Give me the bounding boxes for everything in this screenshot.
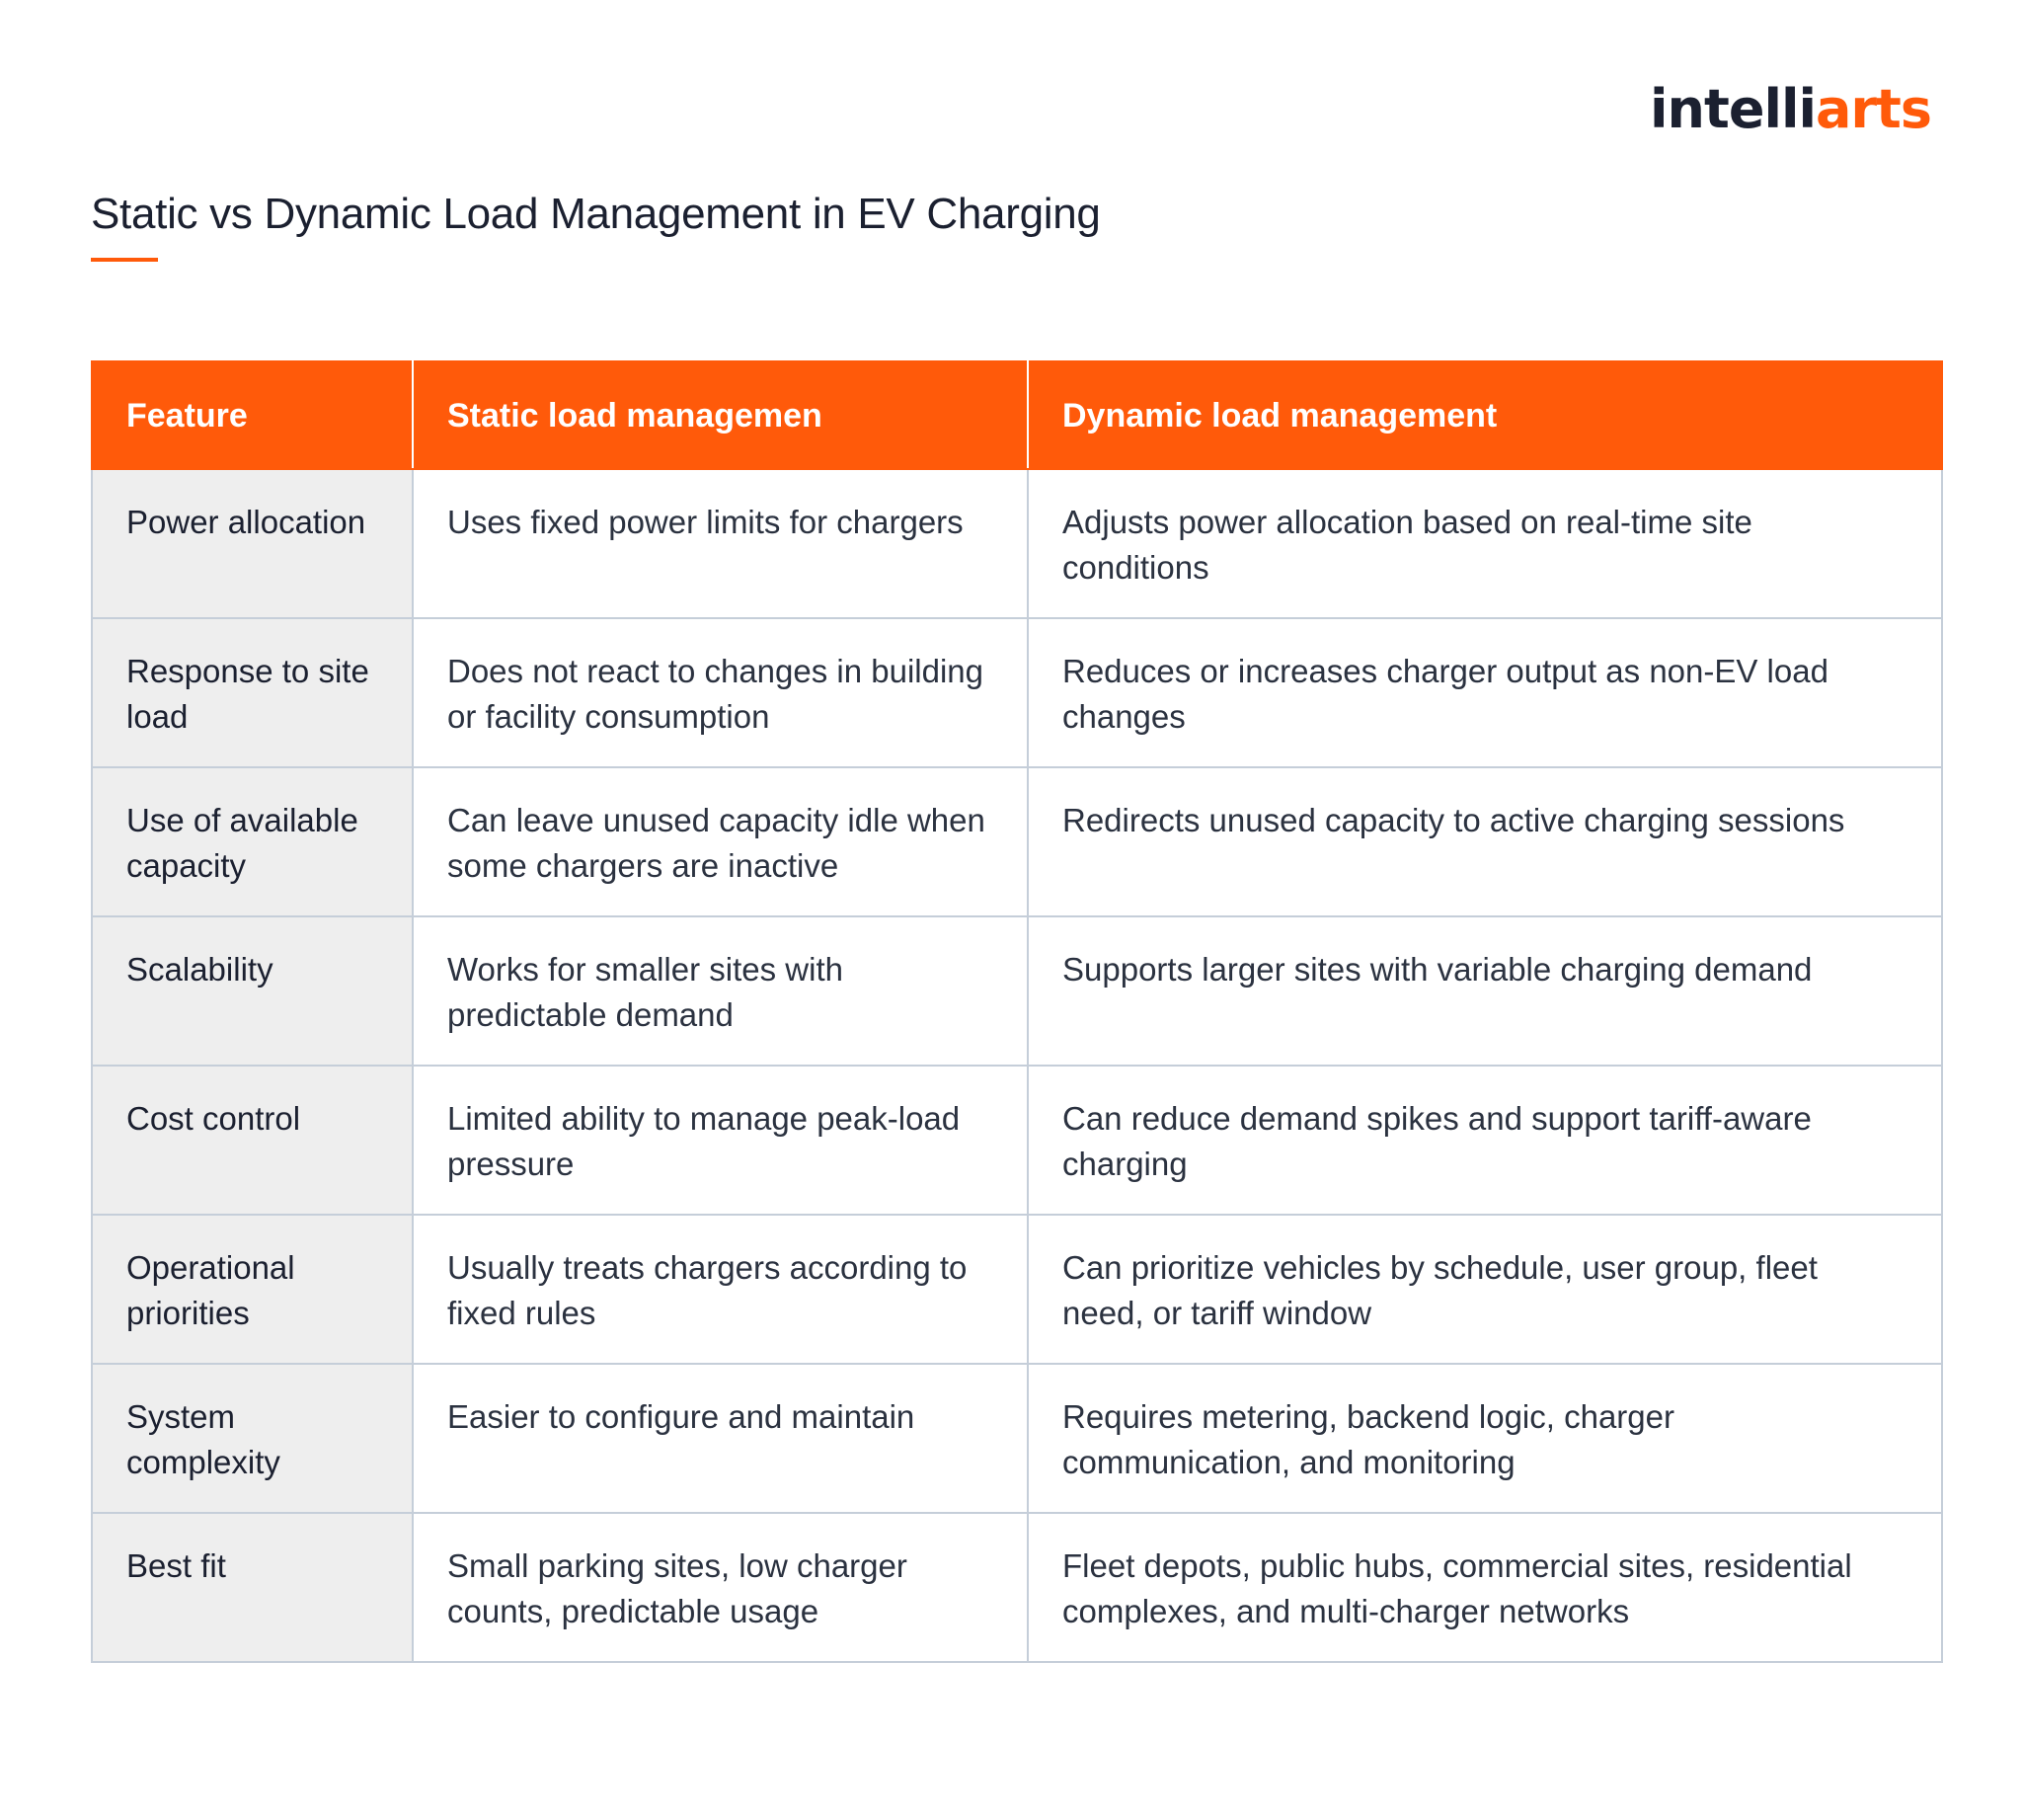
dynamic-cell: Redirects unused capacity to active char… — [1027, 766, 1943, 917]
table-row: Scalability Works for smaller sites with… — [91, 915, 1943, 1067]
dynamic-cell: Requires metering, backend logic, charge… — [1027, 1363, 1943, 1514]
feature-cell: Response to site load — [91, 617, 414, 768]
static-cell: Does not react to changes in building or… — [412, 617, 1029, 768]
header-row: Feature Static load managemen Dynamic lo… — [91, 360, 1943, 470]
dynamic-cell: Can prioritize vehicles by schedule, use… — [1027, 1214, 1943, 1365]
header-dynamic: Dynamic load management — [1027, 360, 1943, 470]
feature-cell: Best fit — [91, 1512, 414, 1663]
dynamic-cell: Reduces or increases charger output as n… — [1027, 617, 1943, 768]
static-cell: Easier to configure and maintain — [412, 1363, 1029, 1514]
static-cell: Works for smaller sites with predictable… — [412, 915, 1029, 1067]
logo-text-orange: arts — [1815, 78, 1932, 140]
feature-cell: Scalability — [91, 915, 414, 1067]
dynamic-cell: Can reduce demand spikes and support tar… — [1027, 1065, 1943, 1216]
feature-cell: Use of available capacity — [91, 766, 414, 917]
title-underline — [91, 258, 158, 262]
table-row: Cost control Limited ability to manage p… — [91, 1065, 1943, 1216]
table-header: Feature Static load managemen Dynamic lo… — [91, 360, 1943, 470]
static-cell: Small parking sites, low charger counts,… — [412, 1512, 1029, 1663]
table-row: Operational priorities Usually treats ch… — [91, 1214, 1943, 1365]
static-cell: Limited ability to manage peak-load pres… — [412, 1065, 1029, 1216]
table-body: Power allocation Uses fixed power limits… — [91, 468, 1943, 1663]
dynamic-cell: Adjusts power allocation based on real-t… — [1027, 468, 1943, 619]
dynamic-cell: Fleet depots, public hubs, commercial si… — [1027, 1512, 1943, 1663]
feature-cell: Power allocation — [91, 468, 414, 619]
intelliarts-logo: intelliarts — [1650, 83, 1932, 136]
dynamic-cell: Supports larger sites with variable char… — [1027, 915, 1943, 1067]
static-cell: Uses fixed power limits for chargers — [412, 468, 1029, 619]
feature-cell: Cost control — [91, 1065, 414, 1216]
table-row: System complexity Easier to configure an… — [91, 1363, 1943, 1514]
table-row: Use of available capacity Can leave unus… — [91, 766, 1943, 917]
static-cell: Usually treats chargers according to fix… — [412, 1214, 1029, 1365]
feature-cell: System complexity — [91, 1363, 414, 1514]
table-row: Response to site load Does not react to … — [91, 617, 1943, 768]
feature-cell: Operational priorities — [91, 1214, 414, 1365]
comparison-table: Feature Static load managemen Dynamic lo… — [91, 360, 1943, 1663]
table-row: Best fit Small parking sites, low charge… — [91, 1512, 1943, 1663]
logo-text-dark: intelli — [1650, 78, 1817, 140]
table-row: Power allocation Uses fixed power limits… — [91, 468, 1943, 619]
header-static: Static load managemen — [412, 360, 1029, 470]
page-title: Static vs Dynamic Load Management in EV … — [91, 190, 1101, 238]
header-feature: Feature — [91, 360, 414, 470]
static-cell: Can leave unused capacity idle when some… — [412, 766, 1029, 917]
